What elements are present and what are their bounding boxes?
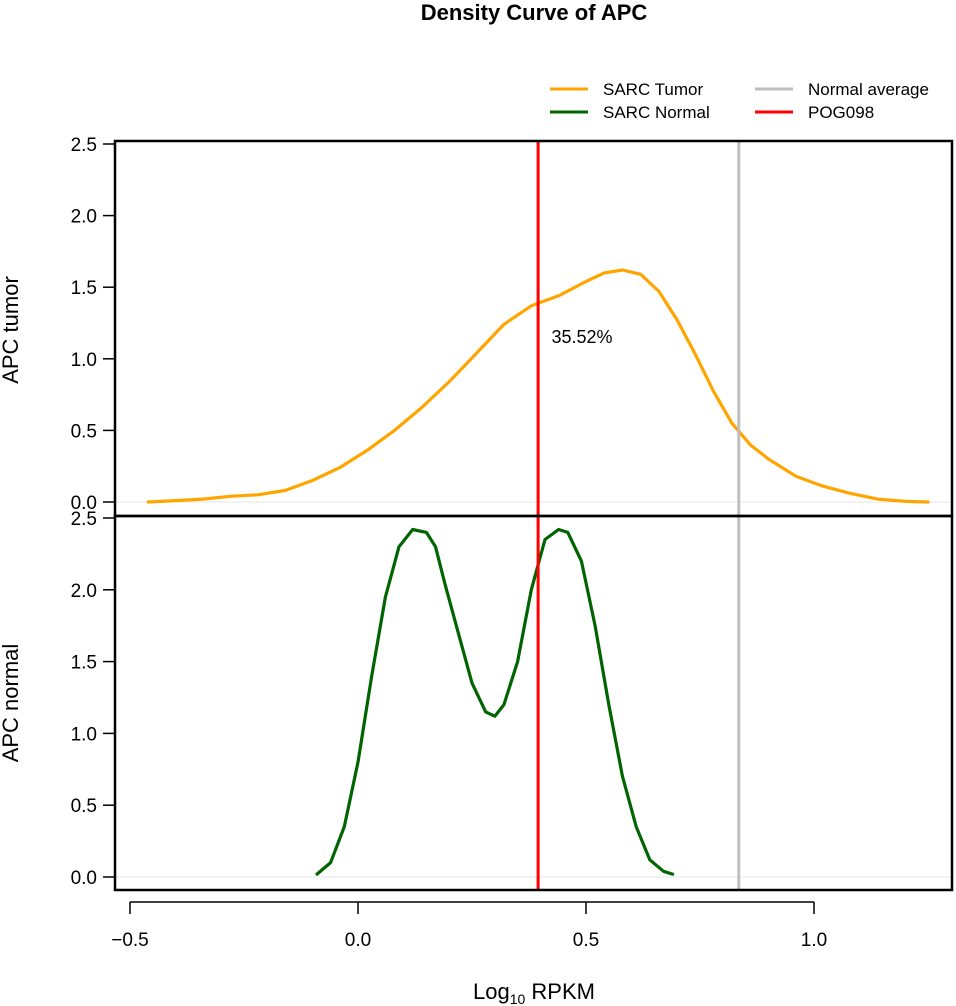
- panel-frames: [113, 139, 954, 892]
- y-axis-label-normal: APC normal: [0, 644, 23, 763]
- y-tick-label-normal: 2.0: [71, 581, 97, 602]
- y-tick-label-normal: 2.5: [71, 509, 97, 530]
- legend: SARC Tumor SARC Normal Normal average PO…: [550, 80, 929, 122]
- x-axis-label: Log10 RPKM: [473, 979, 595, 1006]
- x-tick-label: 1.0: [801, 930, 827, 951]
- percentile-annotation: 35.52%: [552, 327, 613, 347]
- frame-tumor: [113, 139, 954, 518]
- y-tick-label-tumor: 0.0: [71, 493, 97, 514]
- y-tick-label-normal: 0.5: [71, 796, 97, 817]
- x-axis: −0.5 0.0 0.5 1.0: [111, 901, 827, 951]
- density-line-normal: [315, 527, 675, 876]
- y-tick-label-tumor: 0.5: [71, 421, 97, 442]
- normal-panel: 0.0 0.5 1.0 1.5 2.0 2.5: [71, 509, 951, 889]
- x-axis-label-sub: 10: [510, 991, 526, 1006]
- frame-normal: [113, 514, 954, 892]
- y-axis-label-tumor: APC tumor: [0, 276, 23, 384]
- y-tick-label-normal: 1.0: [71, 724, 97, 745]
- chart-title: Density Curve of APC: [421, 0, 648, 25]
- x-tick-label: 0.0: [345, 930, 371, 951]
- density-line-tumor: [146, 268, 930, 504]
- legend-label-tumor: SARC Tumor: [603, 80, 703, 99]
- legend-label-normal-average: Normal average: [808, 80, 929, 99]
- y-tick-label-normal: 1.5: [71, 653, 97, 674]
- legend-label-pog098: POG098: [808, 103, 874, 122]
- x-tick-label: −0.5: [111, 930, 149, 951]
- x-tick-label: 0.5: [573, 930, 599, 951]
- y-tick-label-tumor: 2.0: [71, 207, 97, 228]
- tumor-panel: 0.0 0.5 1.0 1.5 2.0 2.5: [71, 135, 951, 514]
- y-tick-label-normal: 0.0: [71, 868, 97, 889]
- y-tick-label-tumor: 2.5: [71, 135, 97, 156]
- y-tick-label-tumor: 1.5: [71, 278, 97, 299]
- x-axis-label-rest: RPKM: [525, 979, 595, 1004]
- y-tick-label-tumor: 1.0: [71, 350, 97, 371]
- x-axis-label-base: Log: [473, 979, 510, 1004]
- legend-label-normal: SARC Normal: [603, 103, 710, 122]
